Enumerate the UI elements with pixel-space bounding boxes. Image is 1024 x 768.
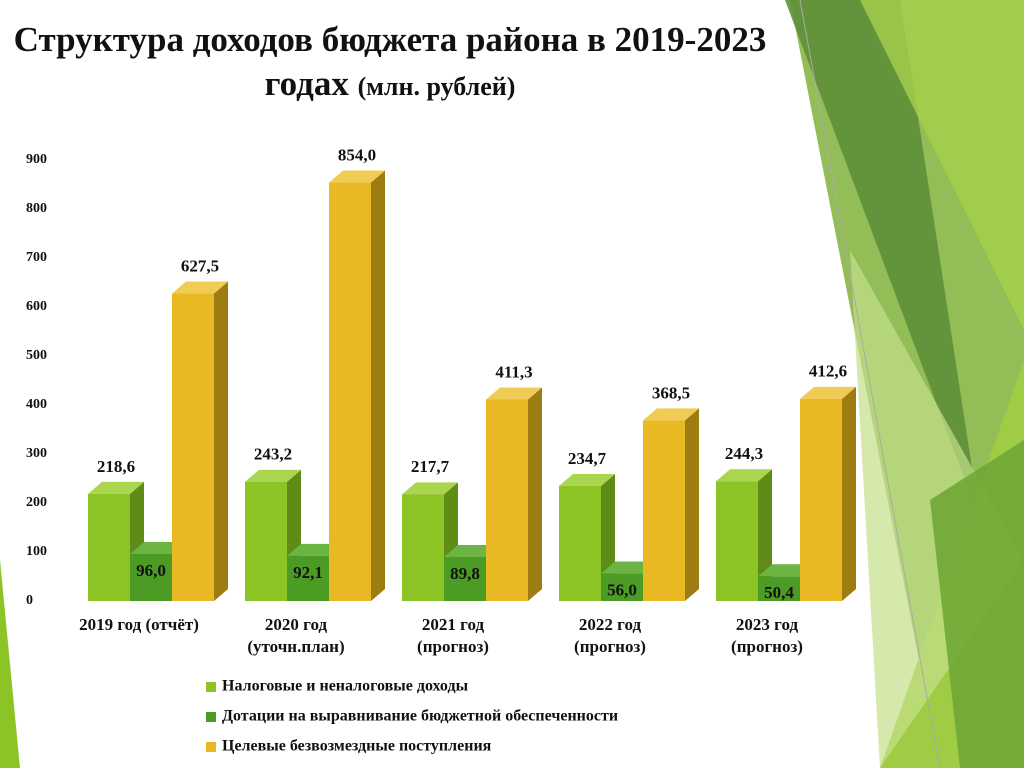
y-tick-label: 0 <box>26 593 33 608</box>
y-tick-label: 500 <box>26 348 47 363</box>
data-label: 56,0 <box>607 580 637 599</box>
bar-top <box>559 473 615 486</box>
bar <box>643 408 699 601</box>
bar <box>486 387 542 601</box>
bar-top <box>643 408 699 421</box>
bar-front <box>716 481 758 601</box>
bar-front <box>130 553 172 601</box>
data-label: 627,5 <box>181 256 219 275</box>
bar-front <box>758 576 800 601</box>
data-label: 50,4 <box>764 583 794 602</box>
bar-top <box>88 481 144 494</box>
y-tick-label: 400 <box>26 397 47 412</box>
bar-front <box>402 494 444 601</box>
data-label: 218,6 <box>97 457 135 476</box>
bar-side <box>842 386 856 601</box>
y-tick-label: 800 <box>26 201 47 216</box>
data-label: 243,2 <box>254 445 292 464</box>
bar-top <box>716 469 772 482</box>
bar-top <box>486 387 542 400</box>
data-label: 234,7 <box>568 449 607 468</box>
legend-label: Целевые безвозмездные поступления <box>222 738 492 755</box>
y-tick-label: 300 <box>26 446 47 461</box>
bar-side <box>214 281 228 601</box>
legend-swatch <box>206 742 216 752</box>
bar-front <box>601 573 643 601</box>
y-tick-label: 600 <box>26 299 47 314</box>
bar-front <box>287 555 329 601</box>
bar <box>329 170 385 602</box>
legend-label: Налоговые и неналоговые доходы <box>222 678 469 695</box>
bar-front <box>245 481 287 601</box>
y-tick-label: 700 <box>26 250 47 265</box>
y-tick-label: 200 <box>26 495 47 510</box>
bar-front <box>329 182 371 602</box>
data-label: 89,8 <box>450 564 480 583</box>
bar-front <box>172 293 214 601</box>
bar-front <box>444 556 486 601</box>
x-tick-label: 2019 год (отчёт) <box>79 615 199 634</box>
x-tick-label: 2022 год (прогноз) <box>574 615 646 656</box>
bar <box>172 281 228 601</box>
x-tick-label: 2023 год (прогноз) <box>731 615 803 656</box>
bar-side <box>371 170 385 602</box>
legend-swatch <box>206 712 216 722</box>
bar-front <box>559 485 601 601</box>
bar-top <box>329 170 385 183</box>
bar-front <box>800 398 842 601</box>
data-label: 368,5 <box>652 383 690 402</box>
legend-swatch <box>206 682 216 692</box>
data-label: 217,7 <box>411 457 450 476</box>
bar-top <box>402 482 458 495</box>
bar-front <box>643 420 685 601</box>
data-label: 411,3 <box>495 362 532 381</box>
chart-title: Структура доходов бюджета района в 2019-… <box>10 18 770 109</box>
bar-side <box>685 408 699 601</box>
bar-top <box>172 281 228 294</box>
title-text: Структура доходов бюджета района в 2019-… <box>13 20 767 103</box>
bar-side <box>528 387 542 601</box>
bar-top <box>800 386 856 399</box>
legend-label: Дотации на выравнивание бюджетной обеспе… <box>222 708 618 725</box>
bar-top <box>245 469 301 482</box>
y-tick-label: 100 <box>26 544 47 559</box>
bar-front <box>486 399 528 601</box>
bar-front <box>88 493 130 601</box>
data-label: 244,3 <box>725 444 763 463</box>
bar <box>800 386 856 601</box>
data-label: 412,6 <box>809 362 847 381</box>
subtitle: (млн. рублей) <box>357 72 516 101</box>
y-tick-label: 900 <box>26 152 47 167</box>
x-tick-label: 2021 год (прогноз) <box>417 615 489 656</box>
x-tick-label: 2020 год (уточн.план) <box>247 615 345 656</box>
data-label: 96,0 <box>136 561 166 580</box>
bar <box>559 473 615 601</box>
data-label: 92,1 <box>293 563 323 582</box>
data-label: 854,0 <box>338 145 376 164</box>
bar <box>716 469 772 601</box>
